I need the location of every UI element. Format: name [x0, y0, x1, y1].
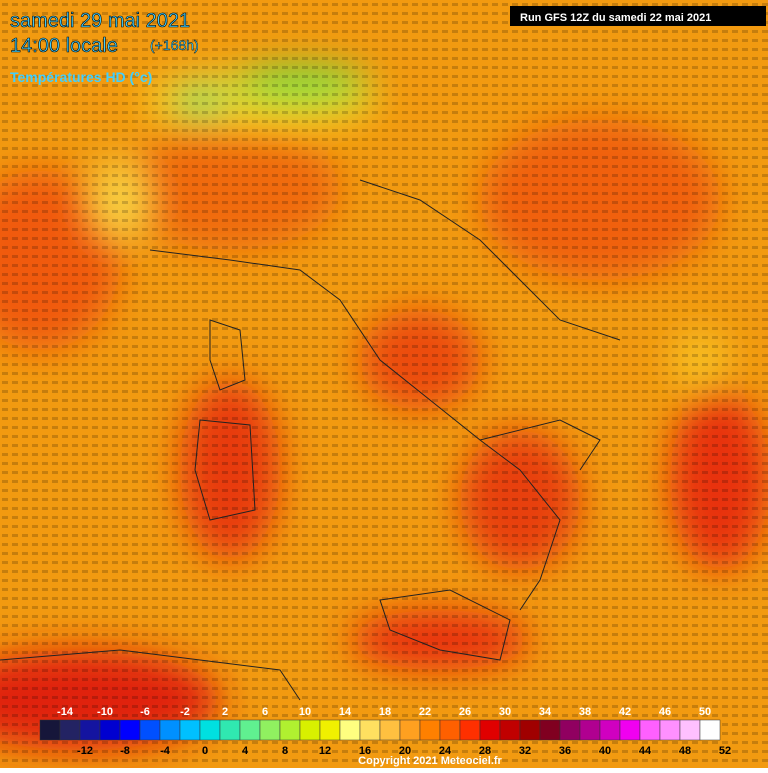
- legend-swatch: [479, 719, 501, 741]
- legend-swatch: [99, 719, 121, 741]
- legend: -14-12-10-8-6-4-202468101214161820222426…: [39, 706, 731, 757]
- legend-swatch: [39, 719, 61, 741]
- legend-swatch: [279, 719, 301, 741]
- legend-label: 40: [599, 745, 611, 757]
- legend-label: 30: [499, 706, 511, 718]
- legend-swatch: [259, 719, 281, 741]
- legend-swatch: [699, 719, 721, 741]
- legend-label: -4: [160, 745, 171, 757]
- legend-label: 38: [579, 706, 591, 718]
- legend-label: 14: [339, 706, 352, 718]
- legend-swatch: [519, 719, 541, 741]
- legend-swatch: [559, 719, 581, 741]
- legend-swatch: [679, 719, 701, 741]
- legend-swatch: [619, 719, 641, 741]
- forecast-lead: (+168h): [150, 37, 199, 53]
- legend-label: -8: [120, 745, 130, 757]
- coastlines: [0, 179, 621, 701]
- legend-label: 22: [419, 706, 431, 718]
- legend-swatch: [499, 719, 521, 741]
- legend-label: 8: [282, 745, 288, 757]
- legend-swatch: [179, 719, 201, 741]
- legend-label: 6: [262, 706, 268, 718]
- legend-label: -12: [77, 745, 93, 757]
- legend-swatch: [299, 719, 321, 741]
- legend-swatch: [219, 719, 241, 741]
- legend-swatch: [459, 719, 481, 741]
- legend-label: 20: [399, 745, 411, 757]
- legend-swatch: [159, 719, 181, 741]
- legend-swatch: [439, 719, 461, 741]
- legend-swatch: [659, 719, 681, 741]
- legend-swatch: [59, 719, 81, 741]
- legend-label: 34: [539, 706, 552, 718]
- legend-label: 28: [479, 745, 491, 757]
- legend-label: 36: [559, 745, 571, 757]
- run-info: Run GFS 12Z du samedi 22 mai 2021: [520, 12, 711, 24]
- legend-label: 18: [379, 706, 391, 718]
- run-box: [510, 6, 766, 26]
- legend-label: 24: [439, 745, 452, 757]
- legend-label: 46: [659, 706, 671, 718]
- forecast-time: 14:00 locale: [10, 35, 118, 57]
- legend-swatch: [579, 719, 601, 741]
- legend-swatch: [79, 719, 101, 741]
- legend-swatch: [599, 719, 621, 741]
- legend-swatch: [139, 719, 161, 741]
- legend-swatch: [239, 719, 261, 741]
- variable-name: Températures HD (°c): [10, 69, 152, 85]
- legend-label: 50: [699, 706, 711, 718]
- legend-label: 12: [319, 745, 331, 757]
- copyright: Copyright 2021 Meteociel.fr: [358, 755, 502, 767]
- legend-label: 2: [222, 706, 228, 718]
- legend-label: 16: [359, 745, 371, 757]
- legend-swatch: [379, 719, 401, 741]
- legend-swatch: [359, 719, 381, 741]
- legend-swatch: [119, 719, 141, 741]
- legend-swatch: [639, 719, 661, 741]
- legend-label: -2: [180, 706, 190, 718]
- legend-label: 26: [459, 706, 471, 718]
- legend-label: 0: [202, 745, 208, 757]
- legend-label: 10: [299, 706, 311, 718]
- legend-swatch: [399, 719, 421, 741]
- legend-swatch: [419, 719, 441, 741]
- legend-label: 4: [242, 745, 249, 757]
- legend-swatch: [339, 719, 361, 741]
- legend-label: 52: [719, 745, 731, 757]
- forecast-date: samedi 29 mai 2021: [10, 10, 190, 32]
- legend-label: 32: [519, 745, 531, 757]
- legend-swatch: [319, 719, 341, 741]
- legend-label: -14: [57, 706, 74, 718]
- legend-label: 44: [639, 745, 652, 757]
- legend-label: 42: [619, 706, 631, 718]
- legend-swatch: [539, 719, 561, 741]
- legend-swatch: [199, 719, 221, 741]
- legend-label: -6: [140, 706, 150, 718]
- legend-label: 48: [679, 745, 691, 757]
- legend-label: -10: [97, 706, 113, 718]
